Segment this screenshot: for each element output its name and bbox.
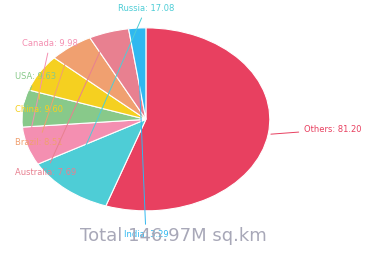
- Text: China: 9.60: China: 9.60: [15, 76, 63, 114]
- Wedge shape: [106, 28, 270, 211]
- Wedge shape: [23, 119, 146, 164]
- Wedge shape: [128, 28, 146, 119]
- Wedge shape: [28, 58, 146, 119]
- Text: Russia: 17.08: Russia: 17.08: [68, 4, 174, 187]
- Wedge shape: [90, 29, 146, 119]
- Text: Canada: 9.98: Canada: 9.98: [22, 39, 78, 143]
- Text: India: 3.29: India: 3.29: [124, 31, 168, 239]
- Text: Total 146.97M sq.km: Total 146.97M sq.km: [80, 227, 267, 245]
- Wedge shape: [38, 119, 146, 206]
- Text: Australia: 7.69: Australia: 7.69: [15, 35, 108, 177]
- Wedge shape: [22, 90, 146, 127]
- Wedge shape: [54, 38, 146, 119]
- Text: Brazil: 8.51: Brazil: 8.51: [15, 49, 70, 147]
- Text: Others: 81.20: Others: 81.20: [271, 125, 362, 134]
- Text: USA: 9.63: USA: 9.63: [15, 72, 56, 106]
